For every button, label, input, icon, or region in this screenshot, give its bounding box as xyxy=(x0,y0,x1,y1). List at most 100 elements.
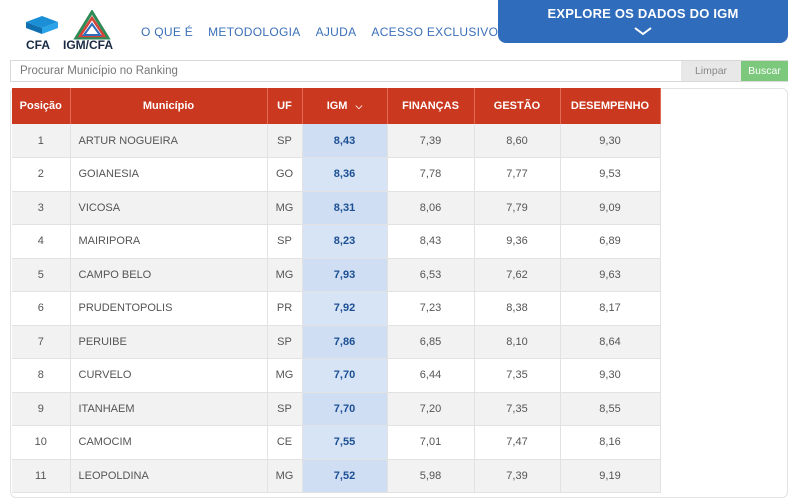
cell-posicao: 7 xyxy=(12,325,71,359)
table-row[interactable]: 9 ITANHAEM SP 7,70 7,20 7,35 8,55 xyxy=(12,392,661,426)
cell-municipio: CURVELO xyxy=(70,358,268,393)
cell-gestao: 7,77 xyxy=(474,157,561,192)
cell-uf: MG xyxy=(267,459,303,493)
cell-uf: GO xyxy=(267,157,303,192)
cell-posicao: 1 xyxy=(12,124,71,158)
top-header: CFA IGM/CFA O QUE É METODOLOGIA AJUDA AC… xyxy=(0,0,800,60)
cell-igm: 8,43 xyxy=(302,124,388,158)
search-button[interactable]: Buscar xyxy=(741,61,788,81)
cell-desempenho: 9,63 xyxy=(560,258,661,292)
table-row[interactable]: 1 ARTUR NOGUEIRA SP 8,43 7,39 8,60 9,30 xyxy=(12,124,661,158)
cell-municipio: ARTUR NOGUEIRA xyxy=(70,124,268,158)
cell-gestao: 7,35 xyxy=(474,358,561,393)
cell-financas: 7,23 xyxy=(387,291,475,326)
table-row[interactable]: 3 VICOSA MG 8,31 8,06 7,79 9,09 xyxy=(12,191,661,225)
nav-o-que-e[interactable]: O QUE É xyxy=(141,25,194,39)
cell-uf: PR xyxy=(267,291,303,326)
cell-municipio: PRUDENTOPOLIS xyxy=(70,291,268,326)
cell-municipio: GOIANESIA xyxy=(70,157,268,192)
cell-financas: 6,53 xyxy=(387,258,475,292)
nav-ajuda[interactable]: AJUDA xyxy=(315,25,357,39)
cell-igm: 7,52 xyxy=(302,459,388,493)
cell-financas: 6,85 xyxy=(387,325,475,359)
table-row[interactable]: 10 CAMOCIM CE 7,55 7,01 7,47 8,16 xyxy=(12,425,661,460)
cell-igm: 7,55 xyxy=(302,425,388,460)
cell-igm: 8,31 xyxy=(302,191,388,225)
cell-posicao: 11 xyxy=(12,459,71,493)
cell-posicao: 8 xyxy=(12,358,71,393)
nav-metodologia[interactable]: METODOLOGIA xyxy=(208,25,301,39)
igm-logo-text: IGM/CFA xyxy=(63,38,113,52)
cell-igm: 8,36 xyxy=(302,157,388,192)
cell-financas: 7,01 xyxy=(387,425,475,460)
cell-posicao: 2 xyxy=(12,157,71,192)
table-row[interactable]: 11 LEOPOLDINA MG 7,52 5,98 7,39 9,19 xyxy=(12,459,661,493)
table-row[interactable]: 5 CAMPO BELO MG 7,93 6,53 7,62 9,63 xyxy=(12,258,661,292)
nav-acesso-exclusivo[interactable]: ACESSO EXCLUSIVO xyxy=(371,25,499,39)
cell-municipio: ITANHAEM xyxy=(70,392,268,426)
ranking-table: Posição Município UF IGM ⌵ FINANÇAS GESTÃ… xyxy=(12,88,661,493)
clear-button[interactable]: Limpar xyxy=(681,61,741,81)
main-nav: O QUE É METODOLOGIA AJUDA ACESSO EXCLUSI… xyxy=(141,25,498,39)
cell-desempenho: 9,53 xyxy=(560,157,661,192)
cell-igm: 7,70 xyxy=(302,358,388,393)
cell-desempenho: 8,55 xyxy=(560,392,661,426)
cell-desempenho: 9,09 xyxy=(560,191,661,225)
cell-financas: 7,20 xyxy=(387,392,475,426)
cell-igm: 7,70 xyxy=(302,392,388,426)
table-row[interactable]: 7 PERUIBE SP 7,86 6,85 8,10 8,64 xyxy=(12,325,661,359)
cfa-logo-icon[interactable] xyxy=(22,14,62,56)
cell-municipio: CAMPO BELO xyxy=(70,258,268,292)
cell-financas: 7,39 xyxy=(387,124,475,158)
cell-financas: 8,06 xyxy=(387,191,475,225)
cell-igm: 7,86 xyxy=(302,325,388,359)
cell-desempenho: 8,16 xyxy=(560,425,661,460)
cell-gestao: 7,39 xyxy=(474,459,561,493)
cell-uf: CE xyxy=(267,425,303,460)
cell-uf: MG xyxy=(267,191,303,225)
cell-gestao: 8,38 xyxy=(474,291,561,326)
cell-posicao: 4 xyxy=(12,224,71,259)
cell-igm: 8,23 xyxy=(302,224,388,259)
cell-financas: 5,98 xyxy=(387,459,475,493)
col-municipio[interactable]: Município xyxy=(70,88,268,124)
cell-desempenho: 9,19 xyxy=(560,459,661,493)
col-igm[interactable]: IGM ⌵ xyxy=(302,88,388,124)
cell-financas: 7,78 xyxy=(387,157,475,192)
cell-uf: SP xyxy=(267,325,303,359)
igm-logo-icon[interactable] xyxy=(64,10,120,56)
search-input[interactable] xyxy=(11,61,681,81)
table-row[interactable]: 8 CURVELO MG 7,70 6,44 7,35 9,30 xyxy=(12,358,661,393)
chevron-down-icon xyxy=(634,27,652,36)
cell-desempenho: 9,30 xyxy=(560,124,661,158)
cell-municipio: PERUIBE xyxy=(70,325,268,359)
cell-gestao: 7,79 xyxy=(474,191,561,225)
cell-municipio: CAMOCIM xyxy=(70,425,268,460)
cell-posicao: 3 xyxy=(12,191,71,225)
cell-gestao: 7,62 xyxy=(474,258,561,292)
col-uf[interactable]: UF xyxy=(267,88,303,124)
cell-uf: SP xyxy=(267,224,303,259)
table-row[interactable]: 4 MAIRIPORA SP 8,23 8,43 9,36 6,89 xyxy=(12,224,661,259)
cell-municipio: MAIRIPORA xyxy=(70,224,268,259)
cell-desempenho: 9,30 xyxy=(560,358,661,393)
col-financas[interactable]: FINANÇAS xyxy=(387,88,475,124)
col-gestao[interactable]: GESTÃO xyxy=(474,88,561,124)
col-posicao[interactable]: Posição xyxy=(12,88,71,124)
cell-uf: SP xyxy=(267,392,303,426)
table-body: 1 ARTUR NOGUEIRA SP 8,43 7,39 8,60 9,30 2 GOIANE… xyxy=(12,124,661,493)
table-row[interactable]: 6 PRUDENTOPOLIS PR 7,92 7,23 8,38 8,17 xyxy=(12,291,661,326)
sort-desc-icon: ⌵ xyxy=(355,101,363,111)
cell-posicao: 6 xyxy=(12,291,71,326)
col-desempenho[interactable]: DESEMPENHO xyxy=(560,88,661,124)
cell-posicao: 10 xyxy=(12,425,71,460)
cell-uf: MG xyxy=(267,258,303,292)
cell-gestao: 8,10 xyxy=(474,325,561,359)
explore-data-button[interactable]: EXPLORE OS DADOS DO IGM xyxy=(498,0,788,43)
table-header-row: Posição Município UF IGM ⌵ FINANÇAS GESTÃ… xyxy=(12,88,661,124)
cell-igm: 7,92 xyxy=(302,291,388,326)
search-bar: Limpar Buscar xyxy=(10,60,788,82)
cell-municipio: LEOPOLDINA xyxy=(70,459,268,493)
cell-gestao: 7,35 xyxy=(474,392,561,426)
table-row[interactable]: 2 GOIANESIA GO 8,36 7,78 7,77 9,53 xyxy=(12,157,661,192)
